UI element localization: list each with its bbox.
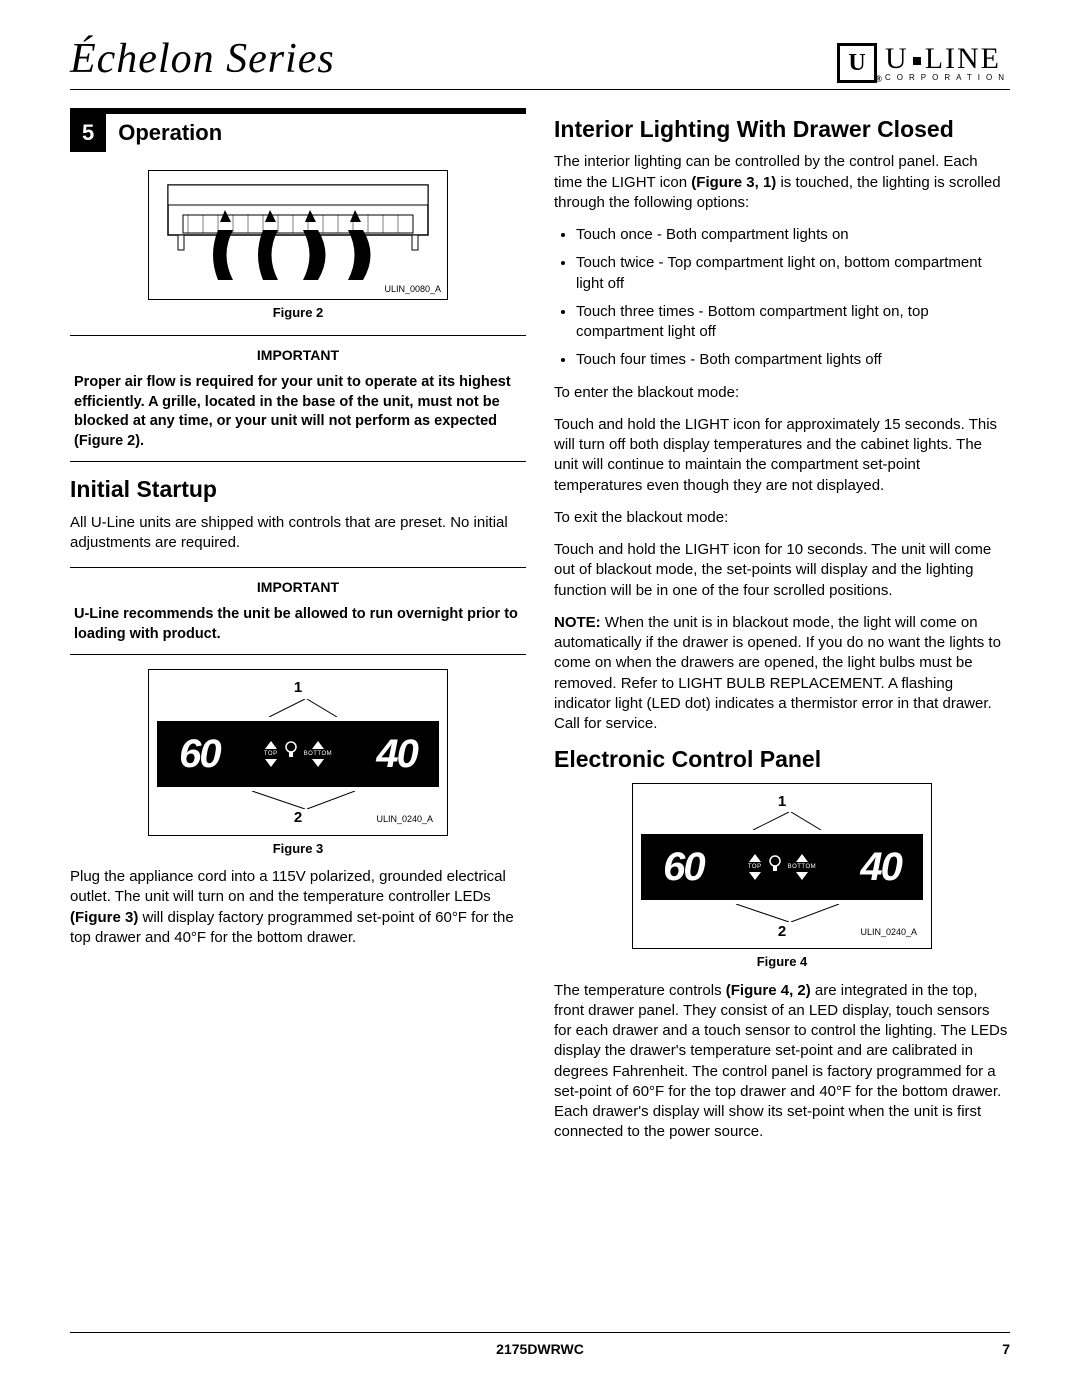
figure-3-caption: Figure 3 (70, 840, 526, 858)
section-title: Operation (106, 114, 234, 152)
figure-4-caption: Figure 4 (554, 953, 1010, 971)
figure-3: 1 60 TOP BOTT (148, 669, 448, 835)
blackout-enter-label: To enter the blackout mode: (554, 383, 1010, 403)
figure-3-label-1: 1 (157, 678, 439, 698)
arrow-down-icon (312, 759, 324, 767)
pointer-lines-top-icon (641, 812, 923, 830)
figure-4-label-2: 2 (778, 922, 786, 942)
pointer-lines-top-icon (157, 699, 439, 717)
control-panel-para: The temperature controls (Figure 4, 2) a… (554, 981, 1010, 1143)
airflow-diagram-icon (158, 180, 438, 290)
important-label: IMPORTANT (74, 346, 522, 365)
bottom-arrows: BOTTOM (304, 741, 333, 767)
blackout-enter-text: Touch and hold the LIGHT icon for approx… (554, 415, 1010, 496)
figure-4-label-1: 1 (641, 792, 923, 812)
note-para: NOTE: When the unit is in blackout mode,… (554, 613, 1010, 735)
lightbulb-icon (284, 740, 298, 767)
important-text-2: U-Line recommends the unit be allowed to… (74, 605, 522, 644)
lighting-options-list: Touch once - Both compartment lights on … (554, 225, 1010, 371)
important-block-1: IMPORTANT Proper air flow is required fo… (70, 335, 526, 462)
figure-3-label-2: 2 (294, 808, 302, 828)
brand-logo: U ULINE CORPORATION (837, 43, 1010, 83)
footer-page: 7 (1002, 1341, 1010, 1357)
important-block-2: IMPORTANT U-Line recommends the unit be … (70, 567, 526, 655)
figure-4-code: ULIN_0240_A (860, 926, 917, 938)
pointer-lines-bottom-icon (641, 904, 923, 922)
temp-left-2: 60 (663, 840, 704, 894)
blackout-exit-text: Touch and hold the LIGHT icon for 10 sec… (554, 540, 1010, 601)
arrow-up-icon (796, 854, 808, 862)
interior-lighting-heading: Interior Lighting With Drawer Closed (554, 116, 1010, 142)
figure-2-code: ULIN_0080_A (384, 283, 441, 295)
figure-3-code: ULIN_0240_A (376, 813, 433, 825)
lighting-intro: The interior lighting can be controlled … (554, 152, 1010, 213)
section-number: 5 (70, 114, 106, 152)
figure-4: 1 60 TOP BOTT (632, 783, 932, 949)
control-panel-display: 60 TOP BOTTOM 40 (157, 721, 439, 787)
blackout-exit-label: To exit the blackout mode: (554, 508, 1010, 528)
bottom-arrows-2: BOTTOM (788, 854, 817, 880)
arrow-up-icon (312, 741, 324, 749)
brand-logo-icon: U (837, 43, 877, 83)
arrow-up-icon (749, 854, 761, 862)
footer-model: 2175DWRWC (496, 1341, 584, 1357)
initial-startup-para: All U-Line units are shipped with contro… (70, 513, 526, 554)
brand-name: ULINE (885, 44, 1010, 74)
important-label-2: IMPORTANT (74, 578, 522, 597)
page-header: Échelon Series U ULINE CORPORATION (70, 35, 1010, 90)
lightbulb-icon (768, 854, 782, 881)
right-column: Interior Lighting With Drawer Closed The… (554, 108, 1010, 1155)
important-text-1: Proper air flow is required for your uni… (74, 373, 522, 451)
list-item: Touch four times - Both compartment ligh… (576, 350, 1010, 370)
control-panel-display-2: 60 TOP BOTTOM 40 (641, 834, 923, 900)
temp-right-2: 40 (860, 840, 901, 894)
brand-subtitle: CORPORATION (885, 74, 1010, 82)
startup-para: Plug the appliance cord into a 115V pola… (70, 867, 526, 948)
top-arrows: TOP (264, 741, 278, 767)
top-arrows-2: TOP (748, 854, 762, 880)
initial-startup-heading: Initial Startup (70, 476, 526, 502)
arrow-down-icon (265, 759, 277, 767)
arrow-up-icon (265, 741, 277, 749)
left-column: 5 Operation (70, 108, 526, 1155)
temp-right: 40 (376, 727, 417, 781)
figure-2-caption: Figure 2 (70, 304, 526, 322)
arrow-down-icon (796, 872, 808, 880)
pointer-lines-bottom-icon (157, 791, 439, 809)
figure-2: ULIN_0080_A (148, 170, 448, 300)
series-title: Échelon Series (70, 35, 335, 83)
temp-left: 60 (179, 727, 220, 781)
control-panel-heading: Electronic Control Panel (554, 746, 1010, 772)
section-bar: 5 Operation (70, 108, 526, 152)
list-item: Touch once - Both compartment lights on (576, 225, 1010, 245)
square-icon (913, 57, 921, 65)
arrow-down-icon (749, 872, 761, 880)
page-footer: 2175DWRWC 7 (70, 1332, 1010, 1357)
list-item: Touch twice - Top compartment light on, … (576, 253, 1010, 294)
list-item: Touch three times - Bottom compartment l… (576, 302, 1010, 343)
